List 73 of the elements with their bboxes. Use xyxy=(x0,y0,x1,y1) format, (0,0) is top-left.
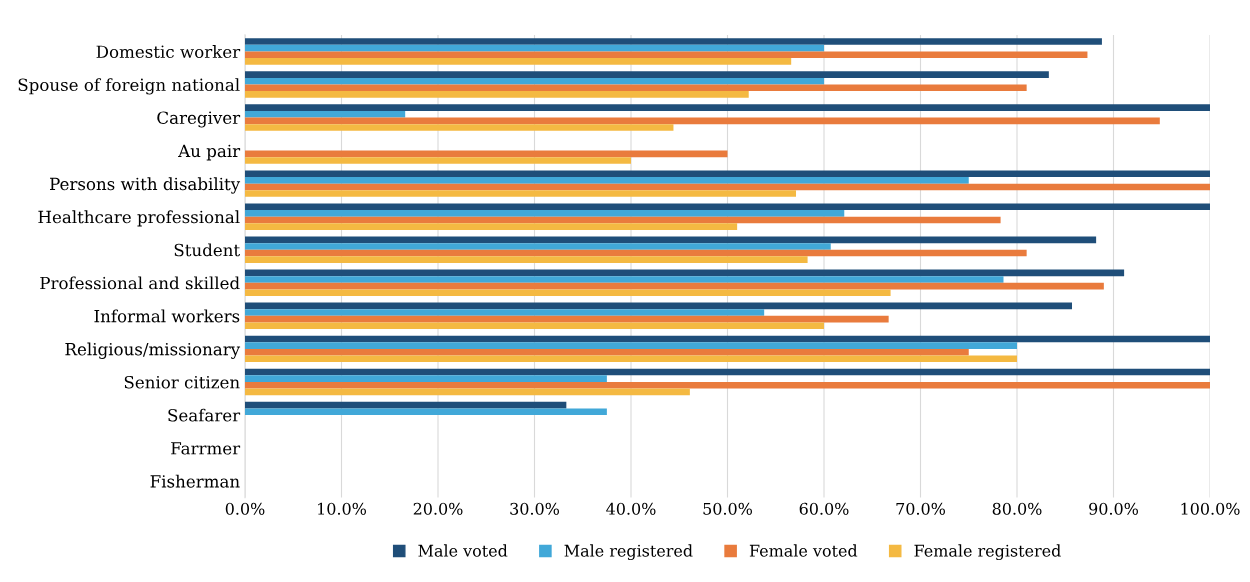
y-tick-label: Farrmer xyxy=(171,442,241,455)
bar xyxy=(245,256,808,263)
x-tick-label: 20.0% xyxy=(413,502,463,515)
legend-label: Male voted xyxy=(418,544,508,557)
bar xyxy=(245,58,792,65)
bar xyxy=(245,177,969,184)
x-tick-label: 30.0% xyxy=(510,502,559,515)
bar xyxy=(245,375,607,382)
bar xyxy=(245,84,1027,92)
y-tick-label: Healthcare professional xyxy=(38,210,240,227)
bar xyxy=(245,117,1160,125)
bar xyxy=(245,157,631,164)
x-tick-label: 100.0% xyxy=(1181,502,1240,515)
bar xyxy=(245,282,1104,290)
bar xyxy=(245,236,1097,244)
x-tick-label: 50.0% xyxy=(703,502,752,515)
legend-label: Female registered xyxy=(914,544,1061,561)
bar xyxy=(245,150,728,158)
bar xyxy=(245,368,1210,376)
bar xyxy=(245,315,889,323)
bar xyxy=(245,77,824,85)
x-tick-label: 0.0% xyxy=(225,502,265,515)
y-tick-label: Informal workers xyxy=(94,309,240,323)
x-tick-label: 90.0% xyxy=(1089,502,1138,515)
x-tick-label: 10.0% xyxy=(318,502,366,515)
bar xyxy=(245,401,567,409)
bar xyxy=(245,276,1004,283)
y-tick-label: Student xyxy=(174,243,241,257)
legend-label: Male registered xyxy=(564,544,693,561)
bar xyxy=(245,210,845,217)
x-tick-label: 80.0% xyxy=(992,502,1042,515)
bar xyxy=(245,223,738,230)
y-tick-label: Domestic worker xyxy=(96,45,241,59)
bar xyxy=(245,322,824,330)
bar xyxy=(245,203,1210,211)
y-tick-label: Religious/missionary xyxy=(65,342,241,359)
bar xyxy=(245,249,1027,257)
bar xyxy=(245,216,1001,224)
bar xyxy=(245,51,1088,59)
bar xyxy=(245,408,607,415)
y-tick-label: Spouse of foreign national xyxy=(18,78,240,95)
bar xyxy=(245,91,749,98)
bar xyxy=(245,302,1072,310)
bar xyxy=(245,355,1017,363)
bar xyxy=(245,309,765,316)
bar xyxy=(245,110,406,118)
x-tick-label: 60.0% xyxy=(799,502,849,515)
bar xyxy=(245,38,1102,45)
bar xyxy=(245,335,1210,343)
bar xyxy=(245,342,1017,349)
bar xyxy=(245,44,824,52)
bar xyxy=(245,124,674,131)
y-tick-label: Seafarer xyxy=(168,408,241,422)
bar xyxy=(245,243,831,250)
bar xyxy=(245,381,1210,389)
bar xyxy=(245,289,891,297)
y-tick-label: Fisherman xyxy=(150,474,240,488)
bar xyxy=(245,183,1210,191)
bar xyxy=(245,170,1210,178)
y-tick-label: Professional and skilled xyxy=(40,276,240,290)
bar xyxy=(245,190,797,197)
x-tick-label: 40.0% xyxy=(606,502,656,515)
x-tick-label: 70.0% xyxy=(896,502,945,515)
bar xyxy=(245,348,969,356)
y-tick-label: Persons with disability xyxy=(50,177,241,194)
legend-label: Female voted xyxy=(749,544,858,557)
bar xyxy=(245,104,1210,111)
y-tick-label: Caregiver xyxy=(157,111,241,128)
bar xyxy=(245,269,1125,277)
bar xyxy=(245,71,1049,78)
bar xyxy=(245,388,690,396)
y-tick-label: Au pair xyxy=(178,144,241,161)
y-tick-label: Senior citizen xyxy=(124,375,240,389)
